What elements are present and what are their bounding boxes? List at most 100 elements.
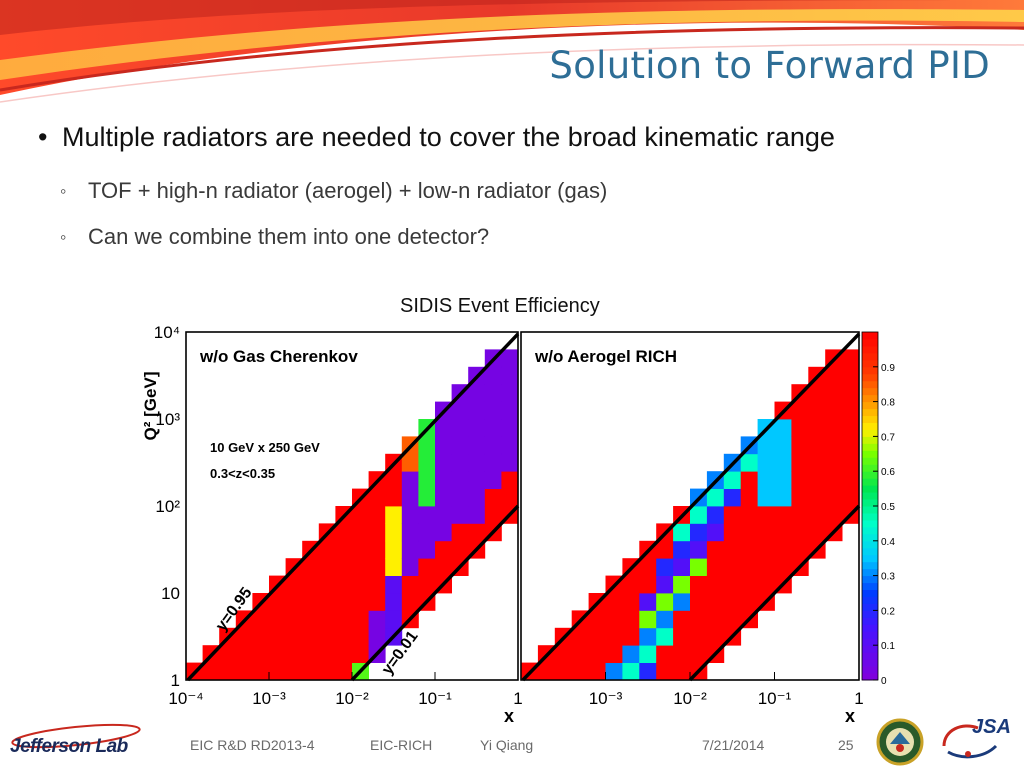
heatmap-cell	[706, 540, 725, 559]
heatmap-cell	[706, 558, 725, 576]
heatmap-cell	[774, 453, 792, 472]
heatmap-cell	[451, 471, 469, 489]
line-y-001	[350, 504, 520, 682]
heatmap-cell	[385, 558, 403, 576]
heatmap-cell	[673, 540, 691, 559]
heatmap-cell	[757, 523, 775, 542]
heatmap-cell	[673, 593, 691, 611]
heatmap-cell	[673, 523, 691, 542]
heatmap-cell	[318, 558, 336, 576]
panel-annotation: 10 GeV x 250 GeV	[210, 440, 320, 455]
heatmap-cell	[401, 558, 419, 576]
heatmap-cell	[740, 593, 758, 611]
heatmap-cell	[385, 593, 403, 611]
heatmap-cell	[401, 523, 419, 542]
heatmap-cell	[418, 453, 436, 472]
colorbar-segment	[862, 338, 878, 347]
colorbar-tick-label: 0.6	[881, 467, 895, 478]
colorbar-segment	[862, 373, 878, 382]
colorbar-segment	[862, 359, 878, 368]
heatmap-cell	[791, 488, 809, 507]
heatmap-cell	[368, 523, 386, 542]
heatmap-cell	[318, 645, 336, 663]
heatmap-cell	[842, 488, 860, 507]
heatmap-cell	[825, 506, 843, 524]
heatmap-cell	[352, 523, 369, 542]
x-tick-label: 1	[513, 689, 522, 708]
heatmap-cell	[740, 523, 758, 542]
heatmap-cell	[757, 540, 775, 559]
colorbar-tick-label: 0.4	[881, 537, 895, 548]
heatmap-cell	[385, 523, 403, 542]
heatmap-cell	[484, 366, 502, 385]
colorbar-tick-label: 0.5	[881, 502, 895, 513]
x-tick-label: 1	[854, 689, 863, 708]
heatmap-cell	[723, 471, 742, 489]
heatmap-cell	[335, 523, 353, 542]
heatmap-cell	[605, 627, 623, 646]
colorbar-tick-label: 0.8	[881, 398, 895, 409]
heatmap-cell	[385, 488, 403, 507]
heatmap-cell	[706, 575, 725, 594]
heatmap-cell	[605, 593, 623, 611]
heatmap-cell	[673, 645, 691, 663]
heatmap-cell	[484, 471, 502, 489]
heatmap-cell	[302, 558, 320, 576]
heatmap-cell	[368, 627, 386, 646]
colorbar-segment	[862, 471, 878, 479]
heatmap-cell	[774, 506, 792, 524]
heatmap-cell	[435, 523, 452, 542]
footer-topic: EIC-RICH	[370, 737, 433, 753]
heatmap-cell	[435, 506, 452, 524]
heatmap-cell	[435, 436, 452, 455]
colorbar-segment	[862, 394, 878, 403]
jefferson-lab-logo-text: Jefferson Lab	[10, 736, 128, 757]
colorbar-segment	[862, 554, 878, 563]
heatmap-cell	[842, 401, 860, 420]
heatmap-cell	[468, 419, 486, 437]
heatmap-cell	[484, 419, 502, 437]
colorbar-tick-label: 0.1	[881, 641, 895, 652]
heatmap-cell	[335, 558, 353, 576]
heatmap-cell	[690, 523, 708, 542]
heatmap-cell	[285, 627, 303, 646]
heatmap-cell	[571, 645, 589, 663]
heatmap-cell	[451, 419, 469, 437]
colorbar-segment	[862, 589, 878, 597]
colorbar-tick-label: 0.2	[881, 606, 895, 617]
heatmap-cell	[285, 593, 303, 611]
colorbar-segment	[862, 512, 878, 521]
colorbar-tick-label: 0.9	[881, 363, 895, 374]
heatmap-cell	[484, 453, 502, 472]
heatmap-cell	[757, 488, 775, 507]
heatmap-cell	[656, 575, 674, 594]
colorbar-segment	[862, 380, 878, 389]
y-tick-label: 10	[161, 584, 180, 603]
heatmap-cell	[435, 471, 452, 489]
header-swoosh-decoration	[0, 0, 1024, 103]
x-axis-label: x	[845, 706, 855, 724]
heatmap-cell	[318, 610, 336, 629]
heatmap-cell	[825, 366, 843, 385]
heatmap-cell	[740, 575, 758, 594]
colorbar-segment	[862, 575, 878, 584]
heatmap-cell	[825, 453, 843, 472]
colorbar-segment	[862, 596, 878, 604]
heatmap-cell	[791, 436, 809, 455]
heatmap-cell	[468, 488, 486, 507]
heatmap-cell	[639, 593, 657, 611]
bullet-item: Multiple radiators are needed to cover t…	[36, 114, 996, 160]
heatmap-cell	[791, 401, 809, 420]
heatmap-cell	[368, 610, 386, 629]
footer-project: EIC R&D RD2013-4	[190, 737, 315, 753]
heatmap-cell	[302, 662, 320, 681]
heatmap-cell	[352, 558, 369, 576]
heatmap-cell	[622, 627, 640, 646]
heatmap-cell	[219, 662, 237, 681]
heatmap-cell	[352, 506, 369, 524]
heatmap-cell	[235, 662, 253, 681]
heatmap-cell	[401, 471, 419, 489]
heatmap-cell	[774, 540, 792, 559]
heatmap-cell	[656, 540, 674, 559]
heatmap-cell	[401, 506, 419, 524]
